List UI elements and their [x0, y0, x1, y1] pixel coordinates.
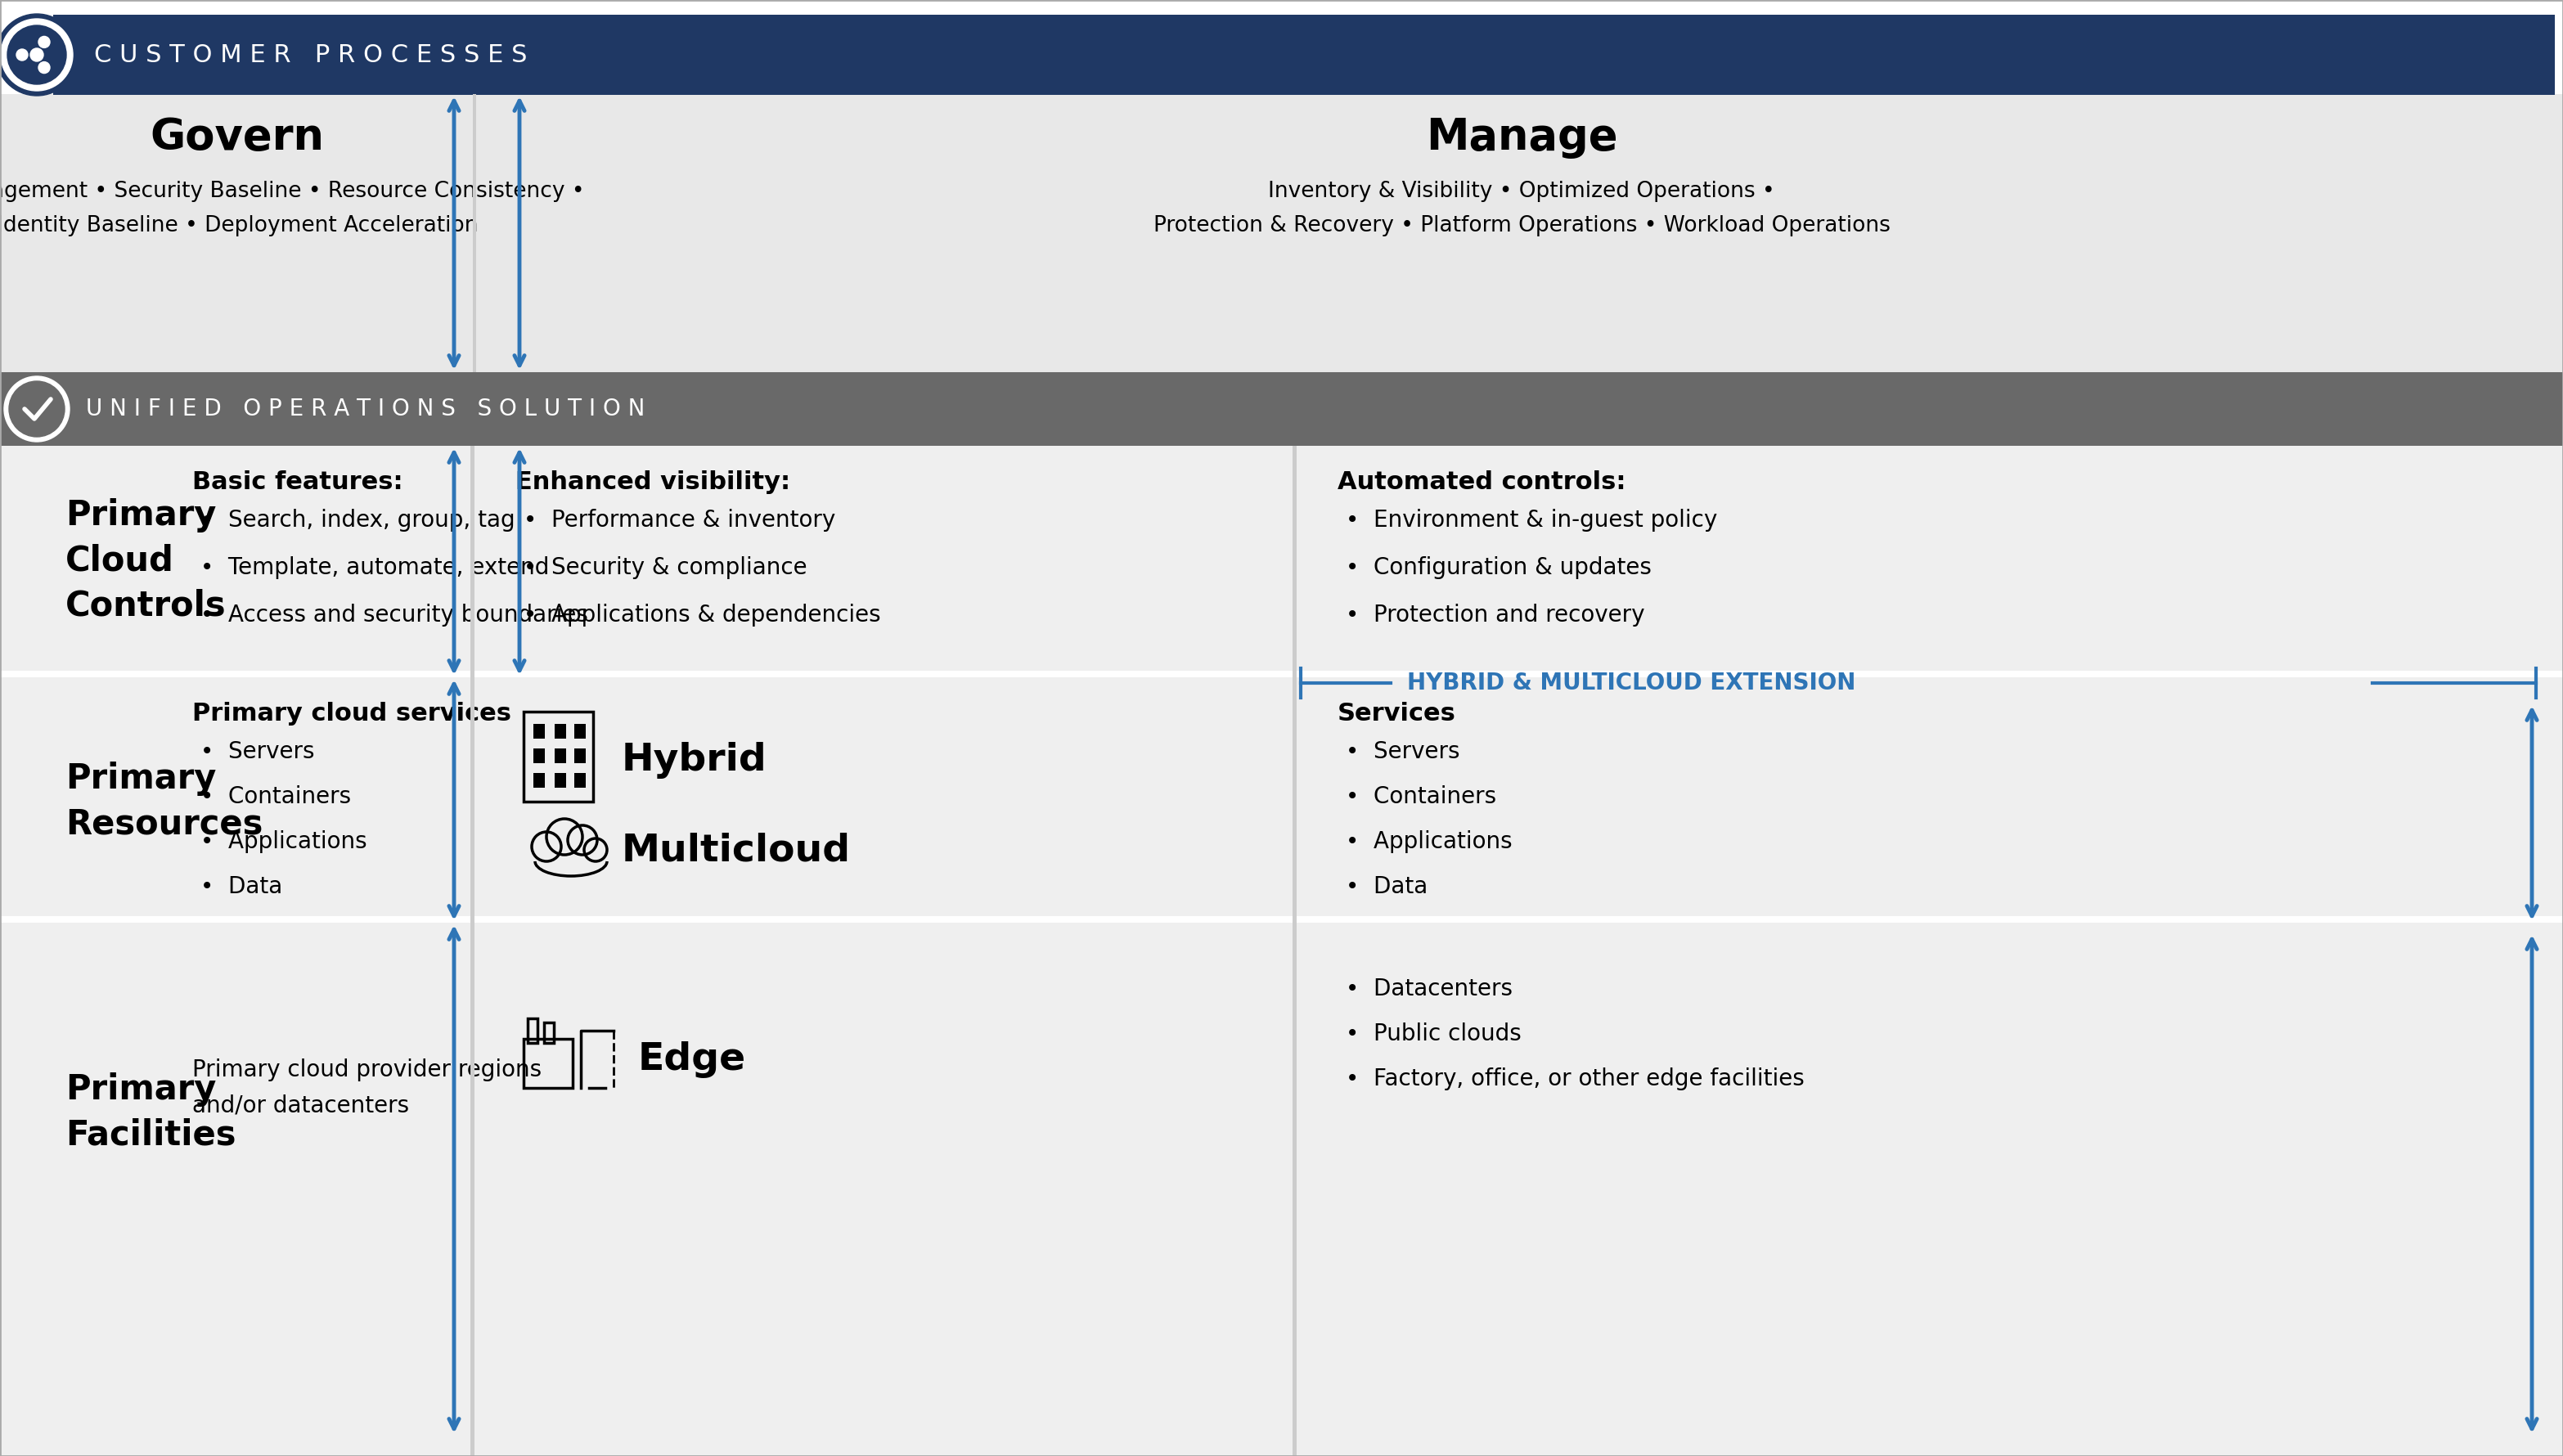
Bar [0, 916, 2563, 923]
Text: Hybrid: Hybrid [623, 743, 766, 779]
Text: •  Servers: • Servers [1346, 740, 1461, 763]
Text: Inventory & Visibility • Optimized Operations •
Protection & Recovery • Platform: Inventory & Visibility • Optimized Opera… [1153, 181, 1889, 236]
Text: •  Security & compliance: • Security & compliance [523, 556, 807, 579]
Text: •  Data: • Data [1346, 875, 1428, 898]
Text: Services: Services [1338, 702, 1456, 725]
Text: •  Environment & in-guest policy: • Environment & in-guest policy [1346, 508, 1717, 531]
Bar [533, 724, 546, 738]
Text: •  Factory, office, or other edge facilities: • Factory, office, or other edge facilit… [1346, 1067, 1804, 1091]
Circle shape [569, 826, 597, 855]
Text: Basic features:: Basic features: [192, 470, 402, 494]
Circle shape [10, 381, 64, 437]
Bar [554, 773, 566, 788]
Bar [54, 15, 2555, 95]
Text: Primary cloud services: Primary cloud services [192, 702, 510, 725]
Bar [574, 748, 587, 763]
Circle shape [38, 61, 49, 73]
Text: Manage: Manage [1425, 116, 1617, 159]
Bar [554, 724, 566, 738]
Text: C U S T O M E R   P R O C E S S E S: C U S T O M E R P R O C E S S E S [95, 42, 528, 67]
Text: •  Access and security boundaries: • Access and security boundaries [200, 604, 587, 626]
Bar [0, 671, 2563, 677]
Bar [574, 724, 587, 738]
Text: •  Public clouds: • Public clouds [1346, 1022, 1522, 1045]
Text: •  Applications: • Applications [1346, 830, 1512, 853]
Text: •  Configuration & updates: • Configuration & updates [1346, 556, 1651, 579]
Circle shape [31, 48, 44, 61]
Bar [0, 373, 2563, 446]
Text: •  Datacenters: • Datacenters [1346, 977, 1512, 1000]
Bar [574, 773, 587, 788]
Bar [0, 446, 2563, 1456]
Circle shape [5, 376, 69, 441]
Circle shape [0, 15, 77, 96]
Circle shape [8, 25, 67, 84]
Text: U N I F I E D   O P E R A T I O N S   S O L U T I O N: U N I F I E D O P E R A T I O N S S O L … [87, 397, 646, 421]
Bar [0, 95, 2563, 373]
Bar [1292, 446, 1297, 1456]
Text: •  Template, automate, extend: • Template, automate, extend [200, 556, 548, 579]
Text: •  Applications: • Applications [200, 830, 367, 853]
Bar [543, 1022, 554, 1042]
Text: Multicloud: Multicloud [623, 833, 851, 869]
Text: •  Servers: • Servers [200, 740, 315, 763]
Circle shape [38, 36, 49, 48]
Text: •  Applications & dependencies: • Applications & dependencies [523, 604, 882, 626]
Text: •  Data: • Data [200, 875, 282, 898]
Text: Primary
Facilities: Primary Facilities [67, 1073, 236, 1152]
Text: •  Protection and recovery: • Protection and recovery [1346, 604, 1645, 626]
Circle shape [0, 19, 72, 90]
Circle shape [584, 839, 607, 860]
Text: •  Containers: • Containers [200, 785, 351, 808]
Circle shape [548, 820, 582, 855]
Text: Primary cloud provider regions
and/or datacenters: Primary cloud provider regions and/or da… [192, 1059, 541, 1117]
Text: •  Performance & inventory: • Performance & inventory [523, 508, 836, 531]
Text: Edge: Edge [638, 1041, 746, 1077]
Text: •  Containers: • Containers [1346, 785, 1497, 808]
Circle shape [15, 50, 28, 61]
Bar [472, 446, 474, 1456]
Text: HYBRID & MULTICLOUD EXTENSION: HYBRID & MULTICLOUD EXTENSION [1407, 671, 1856, 695]
Text: Enhanced visibility:: Enhanced visibility: [515, 470, 789, 494]
Text: Cost Management • Security Baseline • Resource Consistency •
Identity Baseline •: Cost Management • Security Baseline • Re… [0, 181, 584, 236]
Bar [472, 95, 477, 373]
Text: Primary
Cloud
Controls: Primary Cloud Controls [67, 498, 226, 623]
Bar [528, 1018, 538, 1042]
Bar [533, 748, 546, 763]
Text: Govern: Govern [151, 116, 326, 159]
Text: •  Search, index, group, tag: • Search, index, group, tag [200, 508, 515, 531]
Text: Automated controls:: Automated controls: [1338, 470, 1625, 494]
Circle shape [533, 833, 561, 860]
Bar [536, 846, 607, 862]
Text: Primary
Resources: Primary Resources [67, 761, 264, 842]
Bar [554, 748, 566, 763]
Bar [533, 773, 546, 788]
